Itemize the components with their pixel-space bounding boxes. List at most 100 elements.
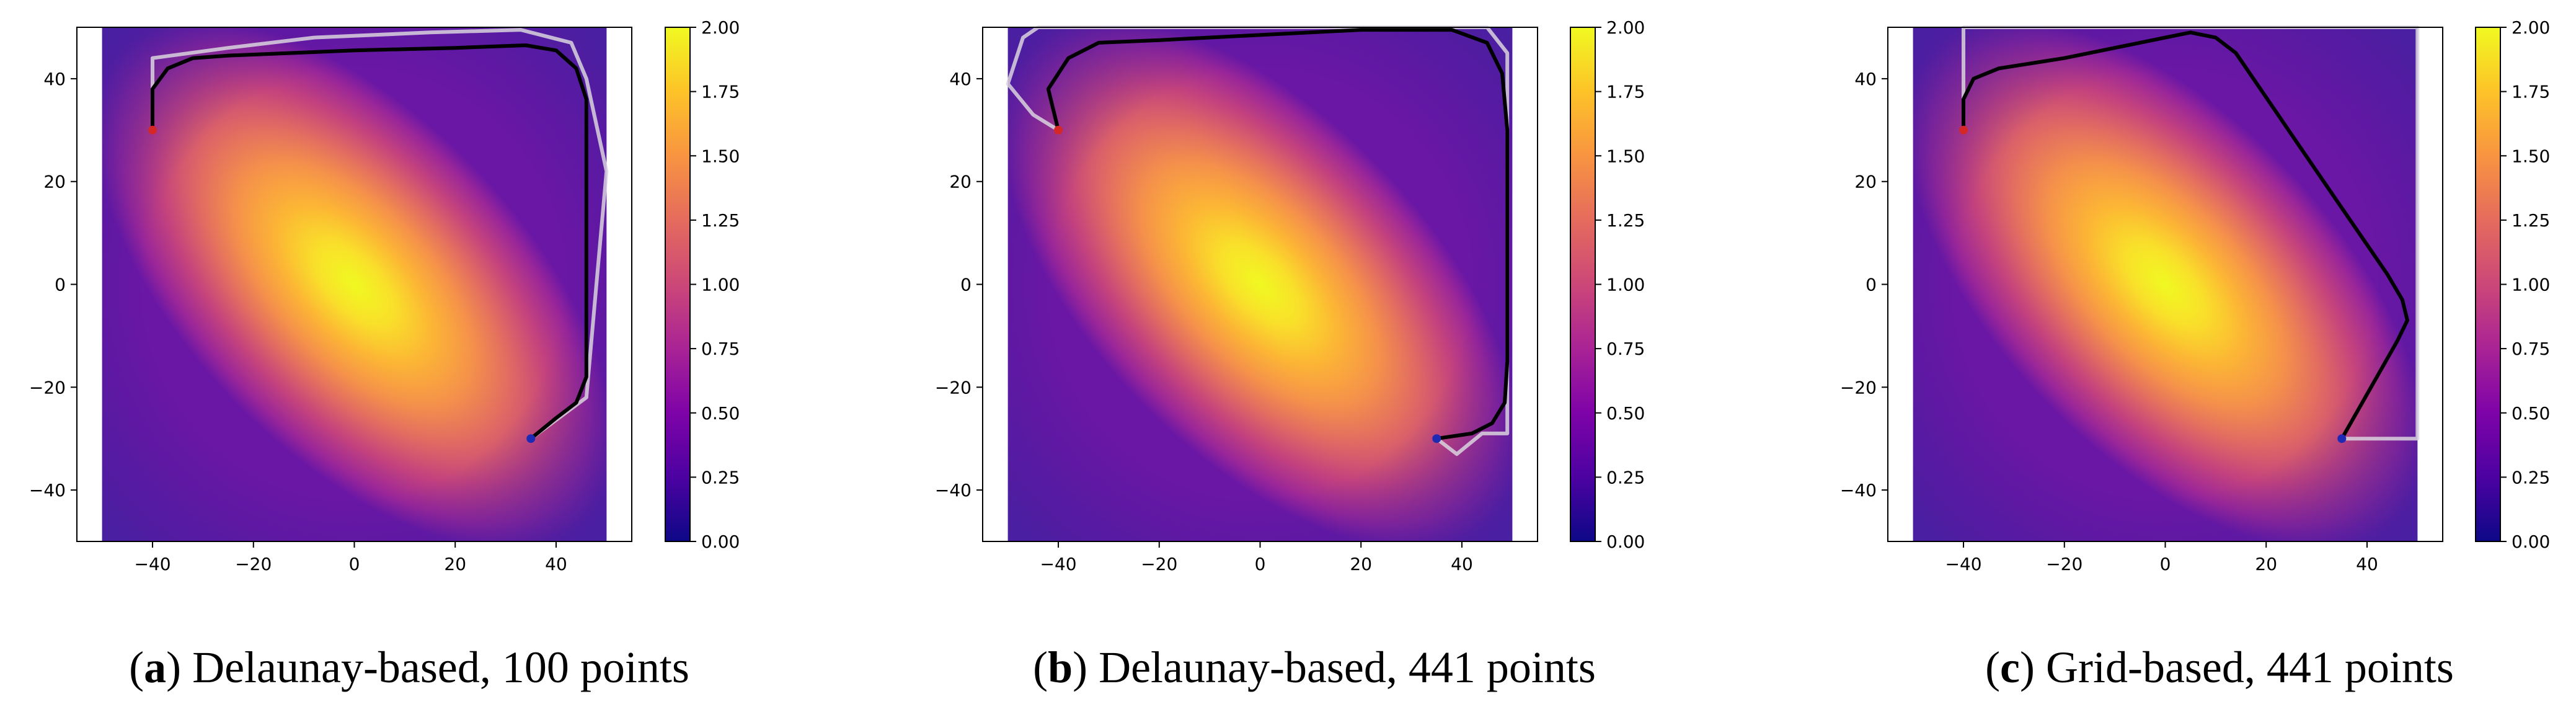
raw-path	[151, 28, 609, 440]
colorbar-tick-label: 0.25	[2512, 467, 2550, 487]
y-axis: 40 20 0 −20 −40	[1840, 69, 1888, 501]
caption-letter: a	[144, 643, 166, 692]
y-axis: 40 20 0 −20 −40	[29, 69, 77, 501]
colorbar-tick-label: 1.50	[2512, 146, 2550, 166]
colorbar-tick-label: 1.00	[2512, 275, 2550, 295]
y-tick-label: −40	[935, 480, 972, 501]
y-tick-label: 0	[55, 275, 66, 295]
smoothed-path-line	[1046, 28, 1510, 441]
colorbar-tick-label: 0.00	[2512, 532, 2550, 552]
y-tick-label: 0	[960, 275, 972, 295]
goal-marker	[1432, 434, 1441, 443]
caption-text: Delaunay-based, 100 points	[192, 643, 689, 692]
smoothed-path-line	[1962, 30, 2409, 441]
colorbar-tick-label: 1.50	[701, 146, 740, 166]
start-point	[1959, 125, 1968, 135]
x-tick-label: −20	[235, 554, 272, 574]
subplot-a: −40 −20 0 20 40 40 20 0 −20 −40 2.00 1.75 1.50 1.25…	[29, 17, 740, 692]
colorbar-tick-label: 0.25	[1606, 467, 1645, 487]
caption-letter: b	[1048, 643, 1073, 692]
start-marker	[148, 125, 157, 135]
y-tick-label: 40	[1854, 69, 1877, 89]
colorbar-tick-label: 0.50	[2512, 403, 2550, 424]
colorbar-tick-label: 1.00	[1606, 275, 1645, 295]
x-tick-label: 20	[2255, 554, 2277, 574]
colorbar: 2.00 1.75 1.50 1.25 1.00 0.75 0.50 0.25 0.00	[2475, 17, 2550, 552]
heatmap-shade	[1913, 27, 2418, 541]
smoothed-path	[1046, 28, 1510, 441]
colorbar-tick-label: 2.00	[1606, 17, 1645, 38]
start-marker	[1054, 125, 1063, 135]
x-axis: −40 −20 0 20 40	[134, 541, 567, 574]
y-tick-label: 40	[43, 69, 66, 89]
smoothed-path	[151, 43, 588, 441]
caption-letter: c	[2000, 643, 2020, 692]
x-axis: −40 −20 0 20 40	[1945, 541, 2378, 574]
start-point	[148, 125, 157, 135]
colorbar-gradient	[665, 27, 691, 542]
y-tick-label: 20	[43, 172, 66, 192]
colorbar-tick-label: 0.25	[701, 467, 740, 487]
x-axis: −40 −20 0 20 40	[1040, 541, 1473, 574]
x-tick-label: 0	[349, 554, 360, 574]
heatmap-field	[1007, 27, 1513, 541]
caption: (c) Grid-based, 441 points	[1985, 643, 2454, 692]
x-tick-label: −20	[2046, 554, 2082, 574]
x-tick-label: −40	[1945, 554, 1981, 574]
heatmap-field	[102, 27, 607, 541]
goal-point	[1432, 434, 1441, 443]
colorbar-tick-label: 1.25	[1606, 210, 1645, 231]
colorbar-tick-label: 1.50	[1606, 146, 1645, 166]
axes-frame	[982, 27, 1538, 542]
y-tick-label: −40	[29, 480, 66, 501]
subplot-c: −40 −20 0 20 40 40 20 0 −20 −40 2.00 1.75 1.50 1.25…	[1840, 17, 2550, 692]
y-tick-label: −40	[1840, 480, 1877, 501]
y-tick-label: 20	[949, 172, 972, 192]
colorbar-tick-label: 1.75	[1606, 82, 1645, 102]
colorbar-gradient	[2475, 27, 2501, 542]
caption: (b) Delaunay-based, 441 points	[1033, 643, 1596, 692]
colorbar-tick-label: 1.25	[701, 210, 740, 231]
start-marker	[1959, 125, 1968, 135]
colorbar-tick-label: 1.00	[701, 275, 740, 295]
x-tick-label: 40	[1451, 554, 1473, 574]
colorbar-tick-label: 2.00	[701, 17, 740, 38]
raw-path-line	[151, 28, 609, 440]
colorbar: 2.00 1.75 1.50 1.25 1.00 0.75 0.50 0.25 0.00	[1570, 17, 1645, 552]
colorbar-tick-label: 0.75	[1606, 339, 1645, 359]
start-point	[1054, 125, 1063, 135]
x-tick-label: 40	[545, 554, 567, 574]
colorbar-tick-label: 0.50	[701, 403, 740, 424]
x-tick-label: 40	[2356, 554, 2378, 574]
x-tick-label: −40	[1040, 554, 1076, 574]
colorbar-tick-label: 0.75	[701, 339, 740, 359]
colorbar-tick-label: 0.75	[2512, 339, 2550, 359]
x-tick-label: 20	[1350, 554, 1372, 574]
heatmap-shade	[102, 27, 607, 541]
heatmap-shade	[1007, 27, 1513, 541]
goal-marker	[526, 434, 536, 443]
colorbar-tick-label: 0.50	[1606, 403, 1645, 424]
colorbar-gradient	[1570, 27, 1596, 542]
y-tick-label: 40	[949, 69, 972, 89]
colorbar-tick-label: 1.25	[2512, 210, 2550, 231]
x-tick-label: −20	[1141, 554, 1177, 574]
y-tick-label: −20	[935, 377, 972, 398]
x-tick-label: 20	[444, 554, 466, 574]
caption: (a) Delaunay-based, 100 points	[129, 643, 689, 692]
subplot-b: −40 −20 0 20 40 40 20 0 −20 −40 2.00 1.75 1.50 1.25…	[935, 17, 1645, 692]
x-tick-label: 0	[1255, 554, 1266, 574]
y-tick-label: 20	[1854, 172, 1877, 192]
colorbar-tick-label: 2.00	[2512, 17, 2550, 38]
caption-text: Delaunay-based, 441 points	[1099, 643, 1596, 692]
axes-frame	[1887, 27, 2443, 542]
smoothed-path-line	[151, 43, 588, 441]
axes-frame	[76, 27, 632, 542]
y-tick-label: −20	[1840, 377, 1877, 398]
goal-marker	[2337, 434, 2347, 443]
colorbar-tick-label: 0.00	[701, 532, 740, 552]
caption-text: Grid-based, 441 points	[2046, 643, 2454, 692]
y-tick-label: 0	[1866, 275, 1877, 295]
y-tick-label: −20	[29, 377, 66, 398]
